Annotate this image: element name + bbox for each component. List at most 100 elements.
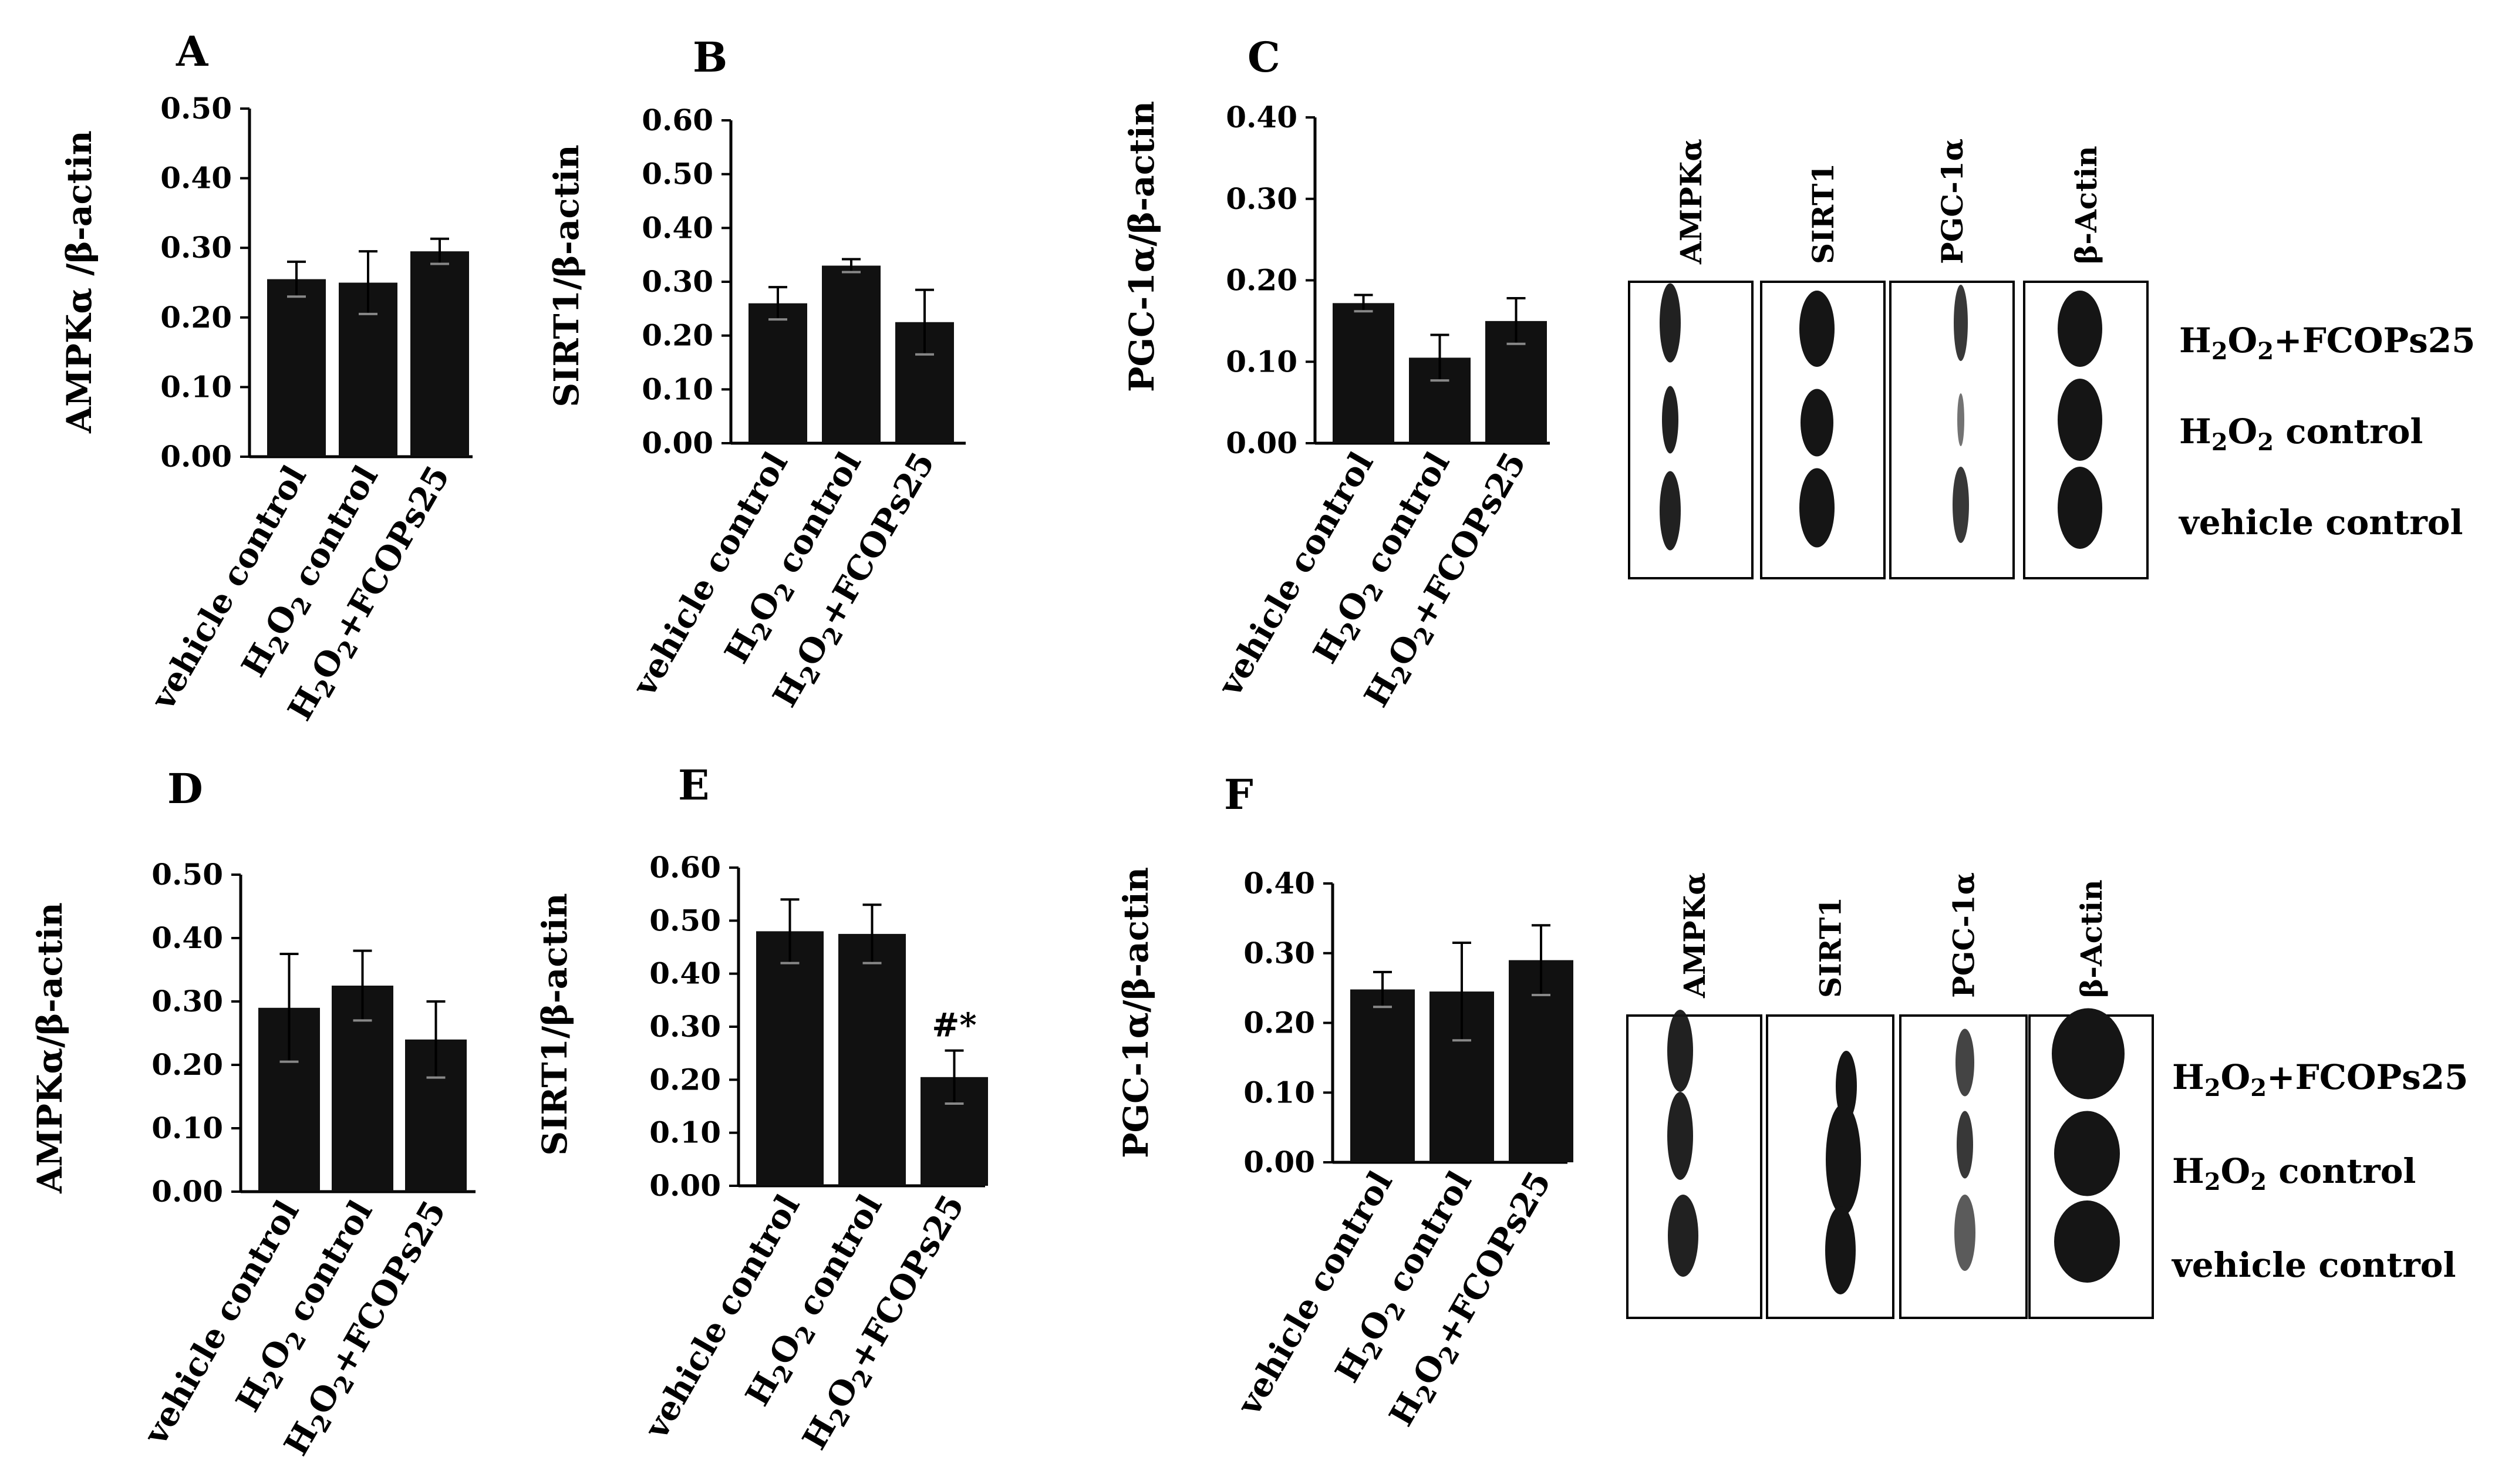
- chart-panel-F: F PGC-1α/β-actin 0.00 0.10 0.20 0.30 0.40 vehic…: [1116, 770, 1573, 1432]
- y-tick-label: 0.30: [160, 230, 232, 265]
- blot-band: [2052, 1008, 2125, 1099]
- blot-band: [1667, 1010, 1693, 1092]
- y-tick-label: 0.10: [1243, 1075, 1315, 1109]
- significance-annotation: #*: [932, 1006, 976, 1045]
- blot-band: [1953, 467, 1969, 543]
- y-tick-label: 0.00: [1226, 426, 1297, 460]
- blot-band: [1954, 1195, 1975, 1271]
- blot-column-label: PGC-1α: [1935, 139, 1970, 264]
- western-blot-1: AMPKα SIRT1 PGC-1α β-Actin H2O2+FCOPs25 H2O2 …: [1628, 139, 2475, 579]
- y-tick-label: 0.10: [1226, 344, 1297, 379]
- blot-band: [1826, 1104, 1861, 1215]
- blot-band: [1955, 1028, 1974, 1097]
- blot-band: [1660, 471, 1681, 551]
- blot-band: [1667, 1092, 1693, 1180]
- blot-column-label: AMPKα: [1674, 139, 1708, 265]
- blot-row-label: H2O2+FCOPs25: [2172, 1057, 2468, 1102]
- bar: [1333, 303, 1394, 443]
- blot-band: [1662, 386, 1678, 454]
- blot-band: [2054, 1200, 2120, 1283]
- panel-letter: A: [176, 27, 209, 76]
- blot-band: [1801, 389, 1833, 457]
- chart-panel-C: C PGC-1α/β-actin 0.00 0.10 0.20 0.30 0.40 vehic…: [1122, 33, 1550, 713]
- y-tick-label: 0.10: [642, 372, 713, 406]
- y-tick-label: 0.10: [151, 1111, 223, 1145]
- panel-letter: C: [1248, 33, 1280, 82]
- y-tick-label: 0.20: [1243, 1006, 1315, 1040]
- y-axis-label: SIRT1/β-actin: [535, 893, 575, 1155]
- blot-row-label: vehicle control: [2171, 1245, 2456, 1285]
- blot-band: [1825, 1206, 1856, 1294]
- bar: [822, 265, 881, 443]
- bar: [748, 303, 807, 443]
- y-tick-label: 0.30: [642, 264, 713, 299]
- y-axis-label: PGC-1α/β-actin: [1116, 867, 1156, 1158]
- panel-letter: F: [1224, 770, 1253, 819]
- y-tick-label: 0.40: [642, 210, 713, 245]
- blot-band: [2058, 467, 2102, 549]
- y-tick-label: 0.00: [1243, 1145, 1315, 1179]
- y-tick-label: 0.40: [1226, 100, 1297, 134]
- bar: [1350, 989, 1415, 1162]
- blot-band: [1957, 393, 1964, 446]
- blot-band: [2058, 291, 2102, 367]
- y-tick-label: 0.20: [151, 1047, 223, 1082]
- y-tick-label: 0.30: [649, 1009, 721, 1044]
- y-tick-label: 0.30: [1226, 181, 1297, 216]
- blot-column-label: SIRT1: [1806, 163, 1840, 264]
- blot-band: [1799, 468, 1835, 548]
- blot-row-label: H2O2 control: [2179, 412, 2423, 456]
- blot-column-label: β-Actin: [2069, 146, 2103, 264]
- y-tick-label: 0.60: [649, 850, 721, 885]
- blot-lane-box: [1628, 281, 1754, 579]
- blot-lane-box: [1626, 1014, 1762, 1319]
- x-category-label: vehicle control: [1229, 1165, 1401, 1422]
- y-axis-label: AMPKα/β-actin: [30, 902, 70, 1194]
- y-tick-label: 0.60: [642, 103, 713, 137]
- y-tick-label: 0.50: [649, 903, 721, 937]
- y-tick-label: 0.40: [151, 920, 223, 955]
- y-tick-label: 0.30: [1243, 936, 1315, 970]
- blot-row-label: H2O2+FCOPs25: [2179, 321, 2475, 365]
- y-tick-label: 0.50: [160, 91, 232, 126]
- blot-band: [1668, 1195, 1698, 1277]
- blot-band: [2058, 379, 2102, 461]
- y-tick-label: 0.20: [649, 1062, 721, 1097]
- chart-panel-B: B SIRT1/β-actin 0.00 0.10 0.20 0.30 0.40 0.50 0.…: [547, 33, 966, 713]
- blot-column-label: β-Actin: [2074, 879, 2109, 998]
- y-tick-label: 0.20: [642, 318, 713, 353]
- blot-row-label: vehicle control: [2178, 502, 2463, 542]
- bar: [838, 933, 906, 1186]
- y-tick-label: 0.50: [151, 857, 223, 892]
- bar: [756, 931, 824, 1186]
- blot-column-label: PGC-1α: [1947, 872, 1981, 998]
- y-tick-label: 0.10: [649, 1115, 721, 1150]
- blot-column-label: AMPKα: [1677, 872, 1712, 999]
- y-axis-label: PGC-1α/β-actin: [1122, 101, 1162, 392]
- y-axis-label: SIRT1/β-actin: [547, 144, 586, 407]
- panel-letter: D: [167, 764, 203, 813]
- blot-band: [2054, 1111, 2120, 1196]
- blot-band: [1836, 1051, 1857, 1121]
- y-tick-label: 0.20: [160, 300, 232, 335]
- blot-row-label: H2O2 control: [2172, 1151, 2416, 1196]
- y-tick-label: 0.30: [151, 984, 223, 1018]
- y-tick-label: 0.00: [151, 1174, 223, 1209]
- y-axis-label: AMPKα /β-actin: [59, 130, 99, 434]
- chart-panel-E: E SIRT1/β-actin 0.00 0.10 0.20 0.30 0.40 0.50 0.…: [535, 761, 988, 1456]
- panel-letter: B: [693, 33, 727, 82]
- y-tick-label: 0.00: [642, 426, 713, 460]
- panel-letter: E: [678, 761, 709, 810]
- y-tick-label: 0.20: [1226, 263, 1297, 298]
- x-category-label: vehicle control: [636, 1188, 808, 1446]
- blot-band: [1957, 1111, 1973, 1179]
- blot-band: [1954, 285, 1968, 361]
- bar: [267, 279, 326, 457]
- x-category-label: vehicle control: [1210, 446, 1381, 703]
- y-tick-label: 0.00: [649, 1168, 721, 1203]
- y-tick-label: 0.40: [160, 161, 232, 195]
- y-tick-label: 0.00: [160, 439, 232, 474]
- blot-band: [1799, 291, 1835, 367]
